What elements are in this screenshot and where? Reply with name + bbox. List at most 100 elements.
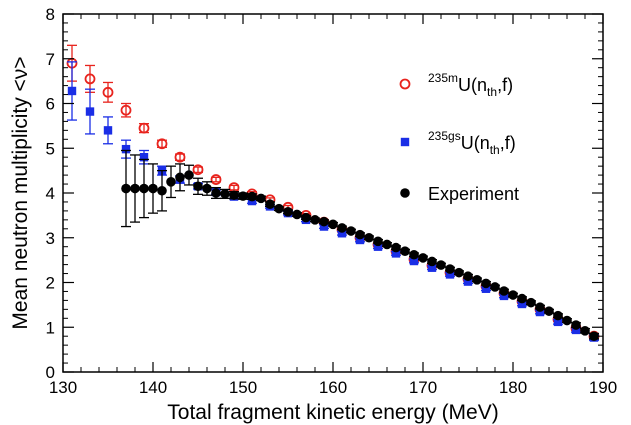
x-tick-label: 160 — [319, 378, 347, 397]
data-point — [211, 188, 221, 198]
data-point — [121, 144, 131, 154]
legend-sup: 235gs — [428, 129, 461, 143]
data-point — [103, 126, 113, 135]
data-point — [499, 286, 509, 296]
legend-tail: ,f) — [500, 133, 516, 153]
data-point — [256, 193, 266, 204]
legend-entry-235gs: 235gsU(nth,f) — [400, 129, 516, 157]
legend-marker — [400, 137, 410, 147]
data-point — [571, 325, 581, 335]
data-point — [418, 253, 428, 263]
data-point — [373, 236, 383, 247]
data-point — [138, 122, 150, 134]
data-point — [463, 277, 473, 286]
data-point — [391, 242, 401, 253]
data-point — [337, 223, 347, 233]
data-point — [184, 170, 194, 180]
data-point — [490, 282, 500, 292]
data-point — [481, 278, 491, 289]
data-point — [445, 264, 455, 274]
legend-marker — [399, 78, 411, 90]
data-point — [238, 191, 248, 201]
data-point — [283, 206, 293, 217]
x-tick-label: 180 — [499, 378, 527, 397]
legend-sub: th — [487, 85, 497, 99]
y-tick-label: 7 — [46, 50, 55, 69]
data-point — [454, 267, 464, 278]
data-point — [499, 291, 509, 301]
data-point — [67, 86, 77, 96]
data-layer — [66, 44, 600, 342]
data-point — [409, 249, 419, 260]
data-point — [355, 235, 365, 245]
data-point — [139, 183, 149, 194]
data-point — [553, 310, 563, 321]
y-tick-label: 2 — [46, 274, 55, 293]
data-point — [193, 181, 203, 192]
data-point — [292, 209, 302, 220]
data-point — [328, 219, 338, 230]
legend-sub: th — [490, 143, 500, 157]
data-point — [364, 232, 374, 243]
data-point — [481, 284, 491, 293]
data-point — [391, 249, 401, 258]
data-point — [192, 164, 204, 176]
x-tick-label: 190 — [589, 378, 617, 397]
x-tick-label: 130 — [49, 378, 77, 397]
data-point — [265, 199, 275, 209]
y-tick-label: 4 — [46, 184, 55, 203]
legend-entry-experiment: Experiment — [400, 184, 519, 204]
data-point — [382, 239, 392, 250]
data-point — [130, 183, 140, 194]
data-point — [427, 263, 437, 272]
legend-sup: 235m — [428, 71, 458, 85]
data-point — [517, 299, 527, 309]
data-point — [220, 189, 230, 199]
data-point — [85, 107, 95, 116]
data-point — [247, 191, 257, 202]
data-point — [175, 172, 185, 183]
data-point — [139, 153, 149, 162]
legend-entry-235m: 235mU(nth,f) — [399, 71, 513, 99]
data-point — [301, 212, 311, 223]
y-tick-label: 0 — [46, 363, 55, 382]
legend-label: 235gsU(nth,f) — [428, 129, 516, 157]
data-point — [535, 307, 545, 317]
legend-base: U(n — [461, 133, 490, 153]
data-point — [436, 260, 446, 270]
data-point — [84, 73, 96, 85]
data-point — [355, 229, 365, 240]
data-point — [120, 104, 132, 116]
x-axis-title: Total fragment kinetic energy (MeV) — [167, 401, 498, 424]
legend-base: Experiment — [428, 184, 519, 204]
data-point — [400, 246, 410, 256]
data-point — [526, 297, 536, 308]
data-point — [508, 290, 518, 300]
data-point — [571, 320, 581, 330]
data-point — [517, 293, 527, 304]
data-point — [580, 326, 590, 336]
data-point — [589, 331, 599, 342]
data-point — [148, 183, 158, 194]
data-point — [427, 256, 437, 267]
data-point — [156, 138, 168, 150]
data-point — [229, 190, 239, 201]
data-point — [310, 215, 320, 225]
x-tick-label: 170 — [409, 378, 437, 397]
data-point — [553, 317, 563, 327]
data-point — [463, 271, 473, 282]
data-point — [535, 302, 545, 312]
y-tick-label: 5 — [46, 139, 55, 158]
legend-label: Experiment — [428, 184, 519, 204]
y-tick-label: 8 — [46, 5, 55, 24]
data-point — [409, 256, 419, 266]
legend: 235mU(nth,f)235gsU(nth,f)Experiment — [399, 71, 519, 204]
legend-tail: ,f) — [497, 75, 513, 95]
data-point — [319, 216, 329, 227]
data-point — [157, 185, 167, 196]
data-point — [319, 222, 329, 231]
y-axis-title: Mean neutron multiplicity <ν> — [9, 56, 32, 329]
data-point — [121, 183, 131, 194]
series-experiment — [121, 149, 599, 342]
